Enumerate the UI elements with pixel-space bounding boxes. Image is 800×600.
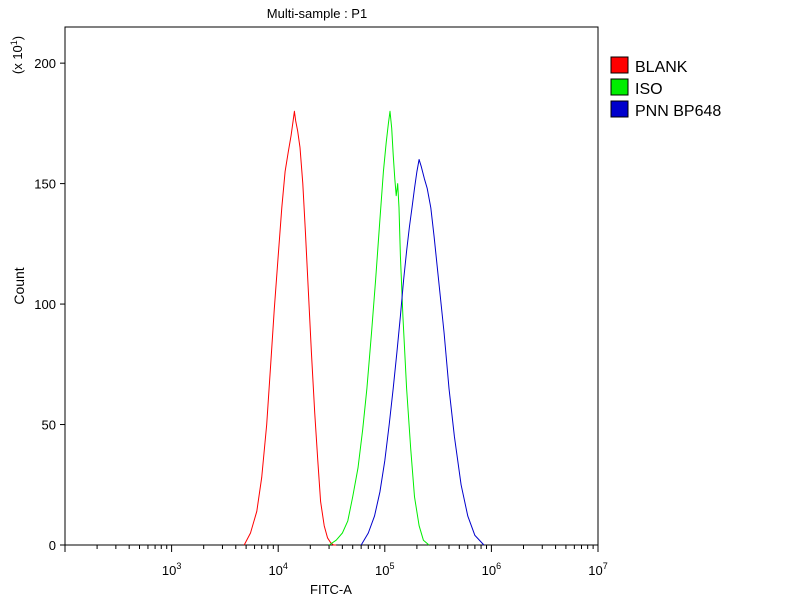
y-tick-label: 150: [34, 177, 56, 192]
x-tick-base: 10: [268, 563, 282, 578]
series-lines: [243, 110, 485, 546]
y-tick-label: 200: [34, 56, 56, 71]
x-tick-base: 10: [162, 563, 176, 578]
legend-swatch: [610, 78, 629, 96]
y-tick-label: 100: [34, 297, 56, 312]
y-tick-label: 50: [42, 418, 56, 433]
plot-frame: [64, 26, 599, 546]
series-line-pnn-bp648: [360, 159, 485, 546]
y-tick-label: 0: [49, 538, 56, 553]
x-tick-base: 10: [375, 563, 389, 578]
x-tick-label: 103: [162, 561, 181, 578]
series-line-blank: [243, 110, 337, 546]
series-line-iso: [328, 110, 430, 546]
x-tick-base: 10: [482, 563, 496, 578]
x-tick-exp: 6: [496, 561, 501, 571]
chart-title: Multi-sample : P1: [267, 6, 367, 21]
x-tick-base: 10: [588, 563, 602, 578]
x-tick-exp: 4: [283, 561, 288, 571]
legend-label: ISO: [635, 81, 663, 98]
legend-label: PNN BP648: [635, 103, 721, 120]
x-tick-label: 105: [375, 561, 394, 578]
x-axis-label: FITC-A: [310, 582, 352, 597]
legend: BLANK ISO PNN BP648: [610, 56, 721, 120]
y-axis-ticks: 0 50 100 150 200: [34, 56, 65, 553]
y-axis-multiplier: (x 101): [9, 36, 25, 74]
x-tick-exp: 5: [390, 561, 395, 571]
y-multiplier-exp: 1: [9, 40, 19, 45]
legend-swatch: [610, 56, 629, 74]
x-tick-label: 104: [268, 561, 287, 578]
y-multiplier-base: (x 10: [10, 45, 25, 74]
legend-label: BLANK: [635, 59, 688, 76]
y-axis-label: Count: [11, 267, 27, 304]
x-tick-exp: 7: [603, 561, 608, 571]
x-tick-exp: 3: [176, 561, 181, 571]
x-axis-ticks: 103 104 105 106 107: [64, 545, 608, 578]
x-tick-label: 107: [588, 561, 607, 578]
legend-swatch: [610, 100, 629, 118]
x-tick-label: 106: [482, 561, 501, 578]
